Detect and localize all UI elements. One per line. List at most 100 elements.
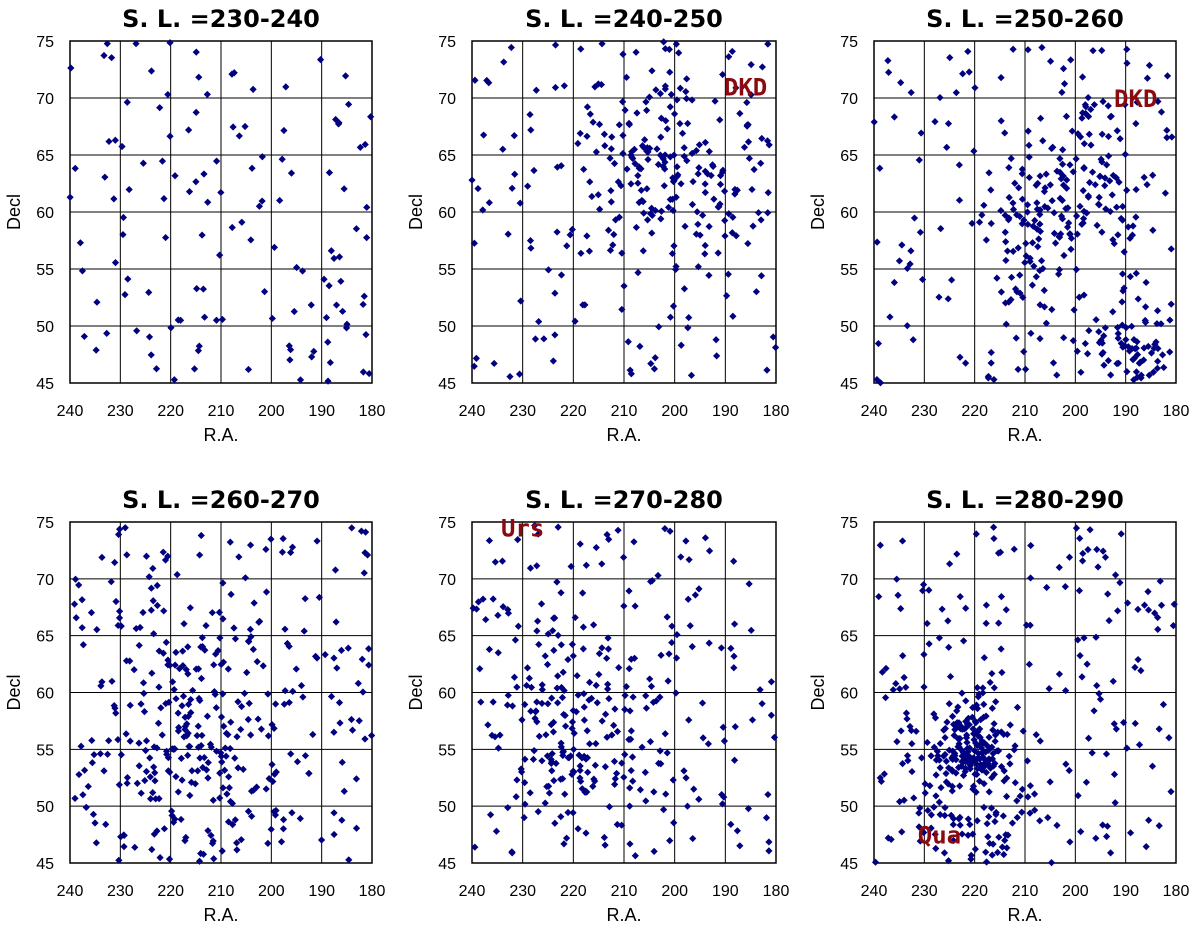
data-point [927,811,935,819]
data-point [548,750,556,758]
data-point [1005,193,1013,202]
data-point [936,93,944,102]
data-point [650,847,658,855]
data-point [1073,347,1081,355]
data-point [705,639,713,647]
data-point [247,633,255,641]
data-point [763,137,772,145]
data-point [767,711,775,719]
y-tick-label: 45 [840,856,858,873]
data-point [695,141,704,149]
data-point [963,720,971,728]
data-point [601,142,609,150]
data-point [233,733,241,741]
data-point [698,699,707,707]
x-tick-label: 220 [961,883,988,900]
y-tick-label: 60 [840,205,858,222]
data-point [1024,793,1032,801]
data-point [890,113,898,121]
data-point [179,692,188,700]
data-point [1058,196,1066,204]
data-point [971,770,979,778]
data-point [870,118,878,126]
data-point [184,712,192,721]
data-point [533,718,541,726]
data-point [538,699,546,707]
data-point [1060,334,1068,342]
data-point [122,730,130,738]
data-point [1023,208,1032,216]
data-point [150,743,158,751]
data-point [1002,792,1011,801]
data-point [574,139,582,148]
data-point [1098,350,1106,358]
data-point [598,560,606,568]
data-point [219,658,228,666]
data-point [1060,80,1069,88]
data-point [194,722,202,730]
data-point [758,134,766,143]
data-point [120,843,128,851]
data-point [111,136,119,144]
data-point [1153,307,1162,315]
data-point [167,324,175,332]
data-point [656,747,664,755]
data-point [1025,141,1033,149]
data-point [657,114,665,122]
data-point [915,823,923,831]
data-point [268,721,276,729]
data-point [958,746,966,754]
data-point [984,374,992,382]
x-tick-label: 240 [861,403,888,420]
data-point [613,820,621,829]
data-point [1099,97,1107,106]
data-point [986,678,994,687]
data-point [677,341,685,349]
data-point [995,619,1003,627]
data-point [584,768,592,776]
data-point [932,756,940,764]
data-point [1080,140,1088,148]
chart-title: S. L. =260-270 [122,486,320,514]
data-point [632,48,640,56]
data-point [915,156,923,164]
data-point [1118,298,1126,306]
data-point [212,157,221,165]
data-point [923,619,931,628]
data-point [321,651,329,659]
data-point [514,536,522,544]
data-point [1142,843,1150,851]
x-tick-label: 210 [208,403,235,420]
data-point [747,91,755,99]
data-point [141,776,149,785]
data-point [219,615,227,623]
data-point [1156,577,1164,585]
data-point [1040,303,1049,311]
data-point [1134,295,1142,303]
data-point [220,722,228,730]
data-point [1149,368,1158,376]
data-point [361,735,369,743]
data-point [643,185,651,193]
data-point [182,666,190,674]
data-point [632,223,640,232]
data-point [292,665,300,673]
data-point [643,144,651,152]
data-point [969,830,977,838]
data-point [758,700,766,708]
data-point [222,752,230,760]
data-point [993,274,1001,282]
data-point [218,315,227,324]
data-point [212,650,220,658]
data-point [1100,361,1108,369]
data-point [973,684,981,692]
data-point [1058,215,1067,223]
data-point [245,699,253,707]
data-point [170,376,178,384]
y-tick-label: 45 [438,376,456,393]
data-point [933,747,942,755]
data-point [586,110,594,118]
data-point [537,600,546,608]
data-point [668,638,676,647]
